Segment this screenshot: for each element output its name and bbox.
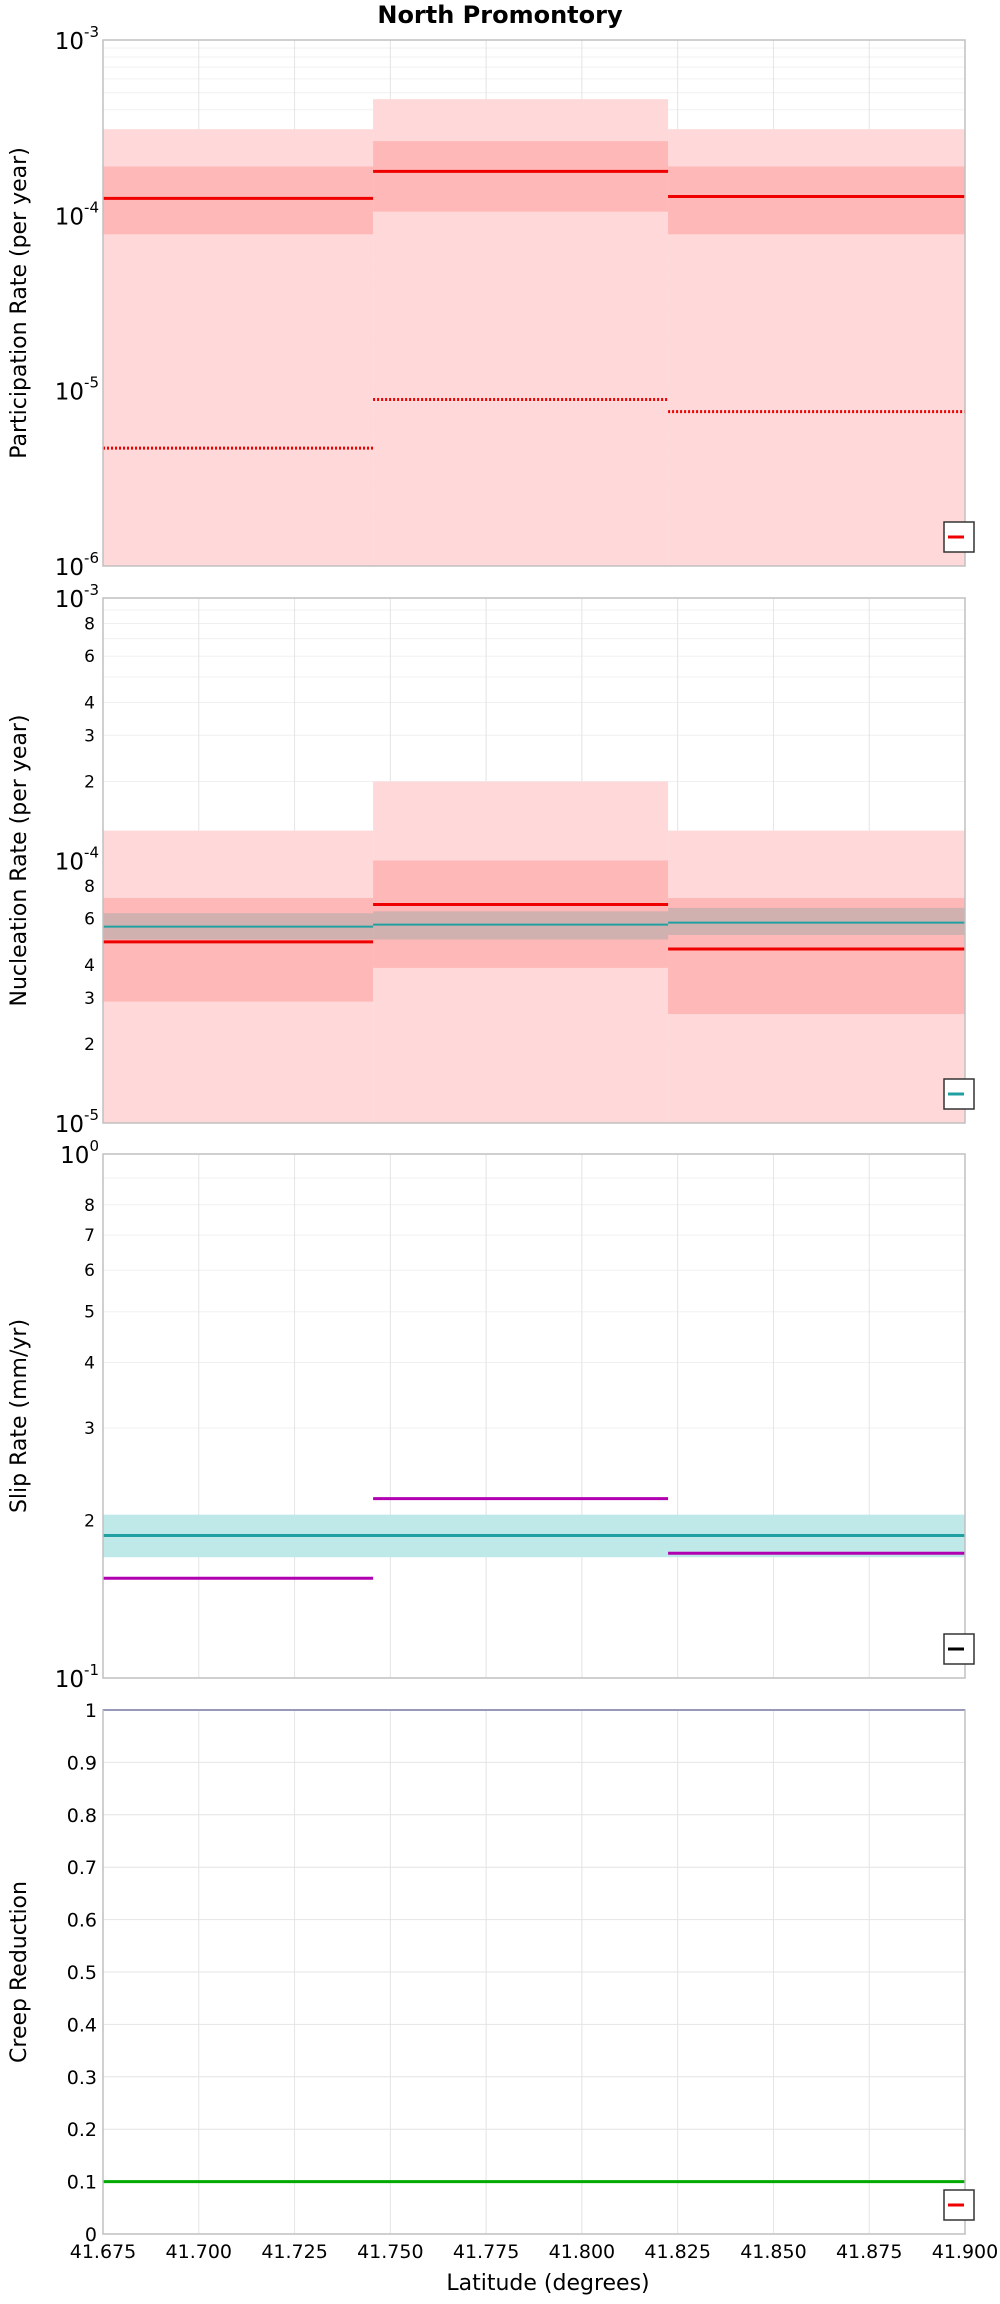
chart-title: North Promontory: [377, 1, 623, 29]
band-1-segment-1: [373, 141, 669, 212]
y-minor-tick-label: 4: [84, 956, 95, 976]
x-tick-label: 41.825: [644, 2241, 710, 2263]
y-minor-tick-label: 2: [84, 1035, 95, 1055]
x-axis-label: Latitude (degrees): [446, 2271, 649, 2296]
y-tick-label: 0.3: [67, 2067, 97, 2089]
y-tick-label: 10-1: [55, 1661, 99, 1693]
y-tick-label: 10-4: [55, 844, 99, 876]
panel-participation: 10-6 10-5 10-4 10-3 Participation Rate (per …: [7, 23, 975, 581]
y-tick-label: 0.1: [67, 2172, 97, 2194]
x-tick-label: 41.850: [740, 2241, 806, 2263]
panel-creep: 0 0.1 0.2 0.3 0.4 0.5 0.6 0.7 0.8 0.9 1 Creep Reduc…: [7, 1700, 975, 2246]
plot-frame: [102, 597, 966, 1124]
y-minor-tick-label: 4: [84, 693, 95, 713]
y-tick-label: 10-3: [55, 23, 99, 55]
y-axis-label: Nucleation Rate (per year): [7, 715, 32, 1007]
y-minor-tick-label: 6: [84, 910, 95, 930]
x-tick-label: 41.700: [166, 2241, 232, 2263]
y-tick-label: 0.2: [67, 2119, 97, 2141]
y-minor-tick-label: 8: [84, 1196, 95, 1216]
y-minor-tick-label: 3: [84, 989, 95, 1009]
y-minor-tick-label: 5: [84, 1303, 95, 1323]
y-axis-label: Participation Rate (per year): [7, 147, 32, 459]
y-axis-label: Slip Rate (mm/yr): [7, 1319, 32, 1513]
y-tick-label: 0.4: [67, 2014, 97, 2036]
y-tick-label: 0.7: [67, 1857, 97, 1879]
band-1-segment-1: [373, 860, 669, 968]
y-tick-label: 0.5: [67, 1962, 97, 1984]
y-minor-tick-label: 3: [84, 726, 95, 746]
band-1-segment-0: [103, 897, 374, 1002]
y-tick-label: 0: [85, 2224, 97, 2246]
plot-frame: [102, 1709, 966, 2235]
y-minor-tick-label: 7: [84, 1226, 95, 1246]
y-tick-label: 100: [60, 1137, 99, 1169]
y-minor-tick-label: 2: [84, 772, 95, 792]
band-1-segment-2: [668, 897, 965, 1015]
x-tick-label: 41.800: [549, 2241, 615, 2263]
y-tick-label: 10-6: [55, 549, 99, 581]
y-tick-label: 1: [85, 1700, 97, 1722]
plot-area: [103, 1154, 965, 1678]
y-tick-label: 10-4: [55, 198, 99, 230]
x-tick-label: 41.750: [357, 2241, 423, 2263]
band-1-segment-2: [668, 166, 965, 235]
plot-frame: [102, 39, 966, 567]
plot-frame: [102, 1153, 966, 1679]
panel-nucleation: 10-5 10-4 10-3 2 3 4 6 8 2 3 4 6 8 Nucleation Rate (p…: [7, 581, 975, 1138]
y-minor-tick-label: 8: [84, 877, 95, 897]
band-2-segment-2: [668, 907, 965, 936]
x-tick-label: 41.725: [261, 2241, 327, 2263]
band-1-segment-0: [103, 166, 374, 235]
y-axis-label: Creep Reduction: [7, 1881, 32, 2063]
y-tick-label: 10-5: [55, 1106, 99, 1138]
x-tick-label: 41.675: [70, 2241, 136, 2263]
y-minor-tick-label: 2: [84, 1511, 95, 1531]
y-tick-label: 0.8: [67, 1805, 97, 1827]
y-tick-label: 0.6: [67, 1910, 97, 1932]
y-minor-tick-label: 6: [84, 647, 95, 667]
y-minor-tick-label: 6: [84, 1261, 95, 1281]
y-tick-label: 10-3: [55, 581, 99, 613]
x-tick-label: 41.900: [932, 2241, 998, 2263]
x-tick-label: 41.775: [453, 2241, 519, 2263]
y-tick-label: 10-5: [55, 374, 99, 406]
y-minor-tick-label: 8: [84, 614, 95, 634]
y-tick-label: 0.9: [67, 1752, 97, 1774]
y-minor-tick-label: 3: [84, 1419, 95, 1439]
y-minor-tick-label: 4: [84, 1354, 95, 1374]
panel-slip: 10-1 100 2 3 4 5 6 7 8 Slip Rate (mm/yr): [7, 1137, 975, 1693]
x-tick-label: 41.875: [836, 2241, 902, 2263]
